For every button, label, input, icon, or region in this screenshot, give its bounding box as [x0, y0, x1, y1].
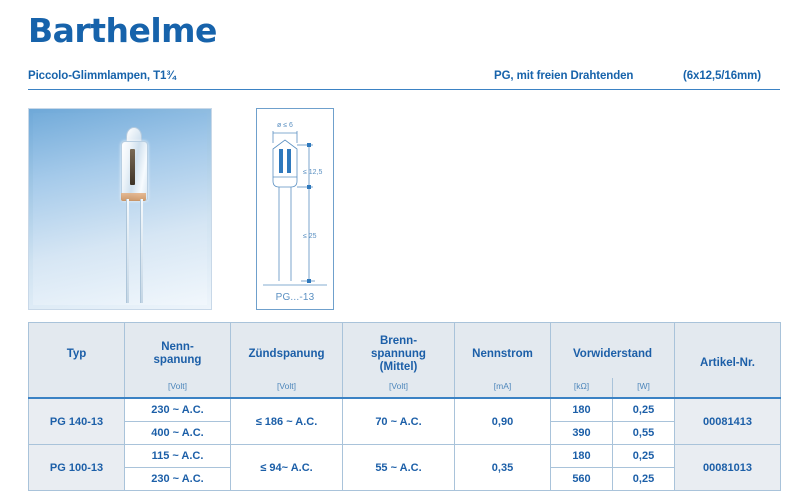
cell-vorwiderstand-kohm: 560 [550, 467, 613, 491]
unit-vorwiderstand-kohm: [kΩ] [550, 378, 613, 398]
col-header-brennspannung-line2: spannung [371, 347, 426, 360]
table-row: 230 ~ A.C. 560 0,25 [29, 467, 781, 491]
table-header: Typ Nenn- spanung Zündspanung Brenn- spa… [28, 322, 781, 398]
table-row: PG 140-13 230 ~ A.C. ≤ 186 ~ A.C. 70 ~ A… [28, 397, 781, 445]
table-row: PG 100-13 115 ~ A.C. ≤ 94~ A.C. 55 ~ A.C… [28, 444, 781, 491]
technical-drawing-svg [263, 131, 327, 286]
product-variant-label: PG, mit freien Drahtenden [494, 70, 634, 82]
col-header-artikelnr: Artikel-Nr. [674, 322, 781, 398]
cell-artikelnr: 00081413 [674, 397, 781, 445]
cell-typ: PG 100-13 [28, 444, 125, 491]
cell-vorwiderstand-watt: 0,25 [612, 444, 675, 468]
lamp-wire-right-graphic [140, 199, 143, 303]
table-row: 400 ~ A.C. 390 0,55 [29, 421, 781, 445]
cell-zuendspannung: ≤ 186 ~ A.C. [230, 397, 343, 445]
specification-table: Typ Nenn- spanung Zündspanung Brenn- spa… [28, 322, 781, 491]
cell-nennspannung: 400 ~ A.C. [124, 421, 231, 445]
unit-nennstrom: [mA] [454, 378, 551, 398]
unit-brennspannung: [Volt] [342, 378, 455, 398]
col-header-vorwiderstand: Vorwiderstand [550, 322, 675, 378]
cell-brennspannung: 70 ~ A.C. [342, 397, 455, 445]
electrode-bar-left [279, 149, 283, 173]
col-header-brennspannung-line3: (Mittel) [379, 360, 418, 373]
cell-nennstrom: 0,90 [454, 397, 551, 445]
col-header-nennspannung-line2: spanung [153, 354, 202, 366]
cell-nennspannung: 230 ~ A.C. [124, 467, 231, 491]
col-header-nennspannung-line1: Nenn- [161, 341, 194, 353]
lamp-electrode-graphic [130, 149, 135, 185]
subtitle-divider [28, 89, 780, 90]
table-body: PG 140-13 230 ~ A.C. ≤ 186 ~ A.C. 70 ~ A… [28, 397, 781, 491]
lamp-base-graphic [121, 193, 146, 201]
body-length-dimension-label: ≤ 12,5 [303, 169, 323, 176]
wire-length-dimension-label: ≤ 25 [303, 233, 317, 240]
unit-typ [28, 378, 125, 398]
col-header-nennstrom: Nennstrom [454, 322, 551, 378]
product-photo-background [33, 113, 207, 305]
cell-vorwiderstand-watt: 0,25 [612, 397, 675, 422]
electrode-bar-right [287, 149, 291, 173]
unit-zuendspannung: [Volt] [230, 378, 343, 398]
drawing-caption: PG...-13 [275, 292, 315, 303]
col-header-nennspannung: Nenn- spanung [124, 322, 231, 378]
product-dimensions-label: (6x12,5/16mm) [683, 70, 761, 82]
col-header-brennspannung-line1: Brenn- [379, 334, 418, 347]
company-logo: Barthelme [28, 11, 217, 50]
product-family-label: Piccolo-Glimmlampen, T1¾ [28, 70, 176, 82]
cell-vorwiderstand-kohm: 180 [550, 397, 613, 422]
unit-vorwiderstand-watt: [W] [612, 378, 675, 398]
col-header-brennspannung: Brenn- spannung (Mittel) [342, 322, 455, 378]
subtitle-bar: Piccolo-Glimmlampen, T1¾ PG, mit freien … [28, 70, 780, 92]
lamp-wire-left-graphic [126, 199, 129, 303]
cell-vorwiderstand-kohm: 180 [550, 444, 613, 468]
col-header-zuendspannung: Zündspanung [230, 322, 343, 378]
cell-vorwiderstand-watt: 0,25 [612, 467, 675, 491]
product-photo [28, 108, 212, 310]
technical-drawing: ø ≤ 6 ≤ 12,5 ≤ 25 PG...-13 [256, 108, 334, 310]
cell-brennspannung: 55 ~ A.C. [342, 444, 455, 491]
unit-nennspannung: [Volt] [124, 378, 231, 398]
cell-nennspannung: 230 ~ A.C. [124, 397, 231, 422]
cell-nennstrom: 0,35 [454, 444, 551, 491]
cell-vorwiderstand-watt: 0,55 [612, 421, 675, 445]
cell-typ: PG 140-13 [28, 397, 125, 445]
cell-artikelnr: 00081013 [674, 444, 781, 491]
diameter-dimension-label: ø ≤ 6 [277, 122, 293, 129]
cell-zuendspannung: ≤ 94~ A.C. [230, 444, 343, 491]
cell-nennspannung: 115 ~ A.C. [124, 444, 231, 468]
col-header-typ: Typ [28, 322, 125, 378]
cell-vorwiderstand-kohm: 390 [550, 421, 613, 445]
